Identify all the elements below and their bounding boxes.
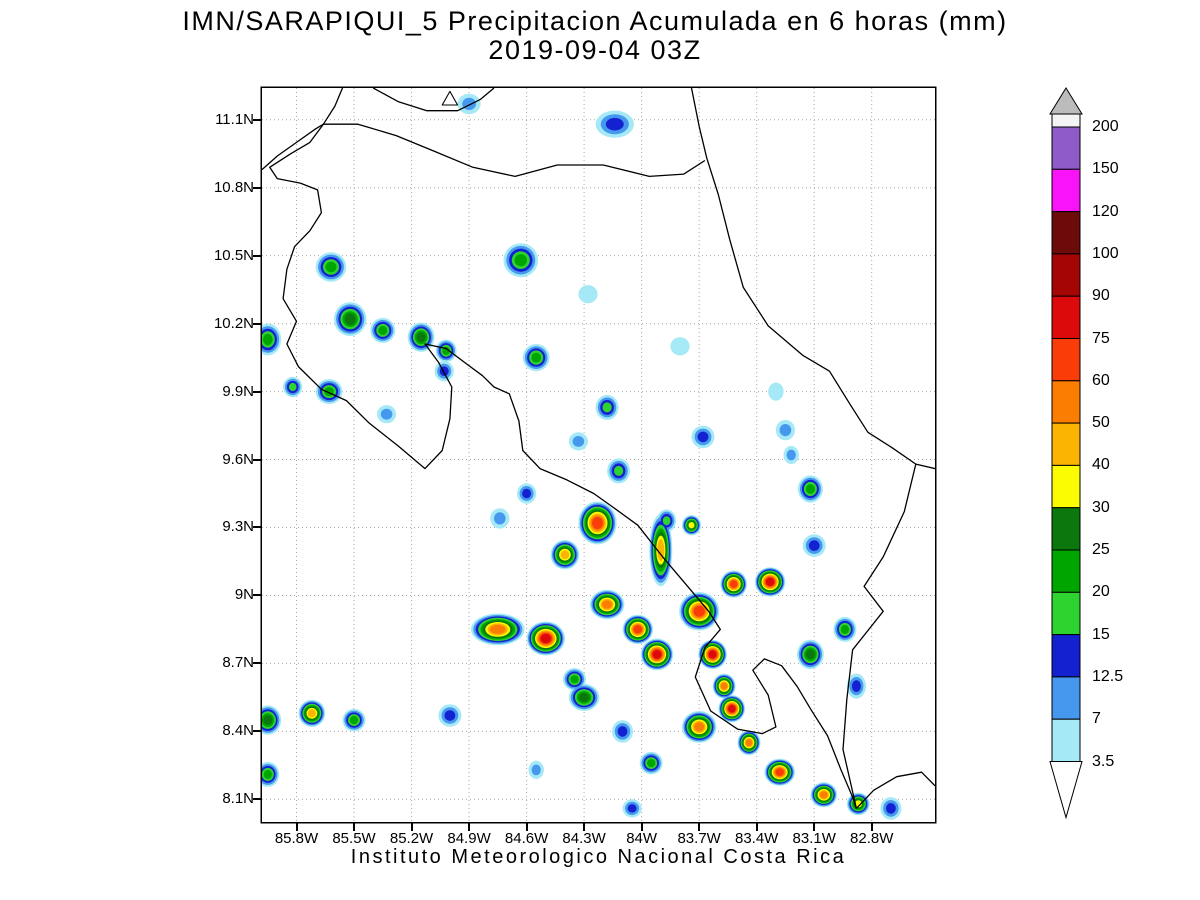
- x-tick-label: 83.7W: [677, 830, 721, 847]
- y-tick-mark: [253, 390, 261, 393]
- colorbar-tick-label: 150: [1092, 160, 1119, 178]
- y-tick-mark: [253, 254, 261, 257]
- x-tick-label: 85.5W: [332, 830, 376, 847]
- x-tick-label: 84.6W: [504, 830, 549, 847]
- y-tick-label: 8.1N: [222, 790, 254, 808]
- colorbar-tick-label: 60: [1092, 371, 1110, 389]
- y-tick-label: 10.8N: [213, 178, 254, 196]
- x-tick-mark: [640, 823, 643, 831]
- colorbar-tick-label: 90: [1092, 287, 1110, 305]
- x-tick-label: 83.1W: [792, 830, 836, 847]
- y-tick-label: 8.4N: [222, 722, 254, 740]
- chart-subtitle: 2019-09-04 03Z: [488, 35, 702, 65]
- y-tick-label: 10.2N: [213, 314, 254, 332]
- colorbar-tick-label: 30: [1092, 498, 1110, 516]
- x-tick-mark: [698, 823, 701, 831]
- y-tick-label: 9N: [234, 586, 254, 604]
- chart-title: IMN/SARAPIQUI_5 Precipitacion Acumulada …: [182, 6, 1008, 36]
- map-svg: [262, 88, 935, 822]
- x-tick-mark: [755, 823, 758, 831]
- y-tick-mark: [253, 526, 261, 529]
- colorbar-svg: [1049, 87, 1083, 820]
- colorbar-tick-label: 50: [1092, 414, 1110, 432]
- colorbar-tick-label: 75: [1092, 329, 1110, 347]
- colorbar-tick-label: 100: [1092, 244, 1119, 262]
- chart-footer: Instituto Meteorologico Nacional Costa R…: [350, 846, 847, 868]
- x-tick-label: 82.8W: [850, 830, 894, 847]
- y-tick-mark: [253, 662, 261, 665]
- y-tick-mark: [253, 730, 261, 733]
- colorbar-tick-label: 7: [1092, 710, 1101, 728]
- x-tick-mark: [468, 823, 471, 831]
- colorbar: [1040, 80, 1096, 830]
- x-tick-label: 84W: [626, 830, 658, 847]
- x-tick-mark: [353, 823, 356, 831]
- colorbar-tick-label: 15: [1092, 625, 1110, 643]
- y-tick-label: 10.5N: [213, 246, 254, 264]
- y-tick-mark: [253, 118, 261, 121]
- x-tick-mark: [583, 823, 586, 831]
- y-tick-mark: [253, 798, 261, 801]
- colorbar-tick-label: 40: [1092, 456, 1110, 474]
- y-tick-label: 11.1N: [215, 110, 254, 128]
- colorbar-tick-label: 20: [1092, 583, 1110, 601]
- y-tick-mark: [253, 594, 261, 597]
- x-tick-mark: [813, 823, 816, 831]
- y-tick-mark: [253, 186, 261, 189]
- colorbar-tick-label: 25: [1092, 541, 1110, 558]
- y-tick-label: 8.7N: [222, 654, 254, 672]
- x-tick-label: 85.2W: [389, 830, 434, 847]
- colorbar-tick-label: 3.5: [1092, 752, 1115, 770]
- y-tick-mark: [253, 458, 261, 461]
- x-tick-mark: [295, 823, 298, 831]
- x-tick-mark: [870, 823, 873, 831]
- map-plot: [262, 88, 935, 822]
- colorbar-tick-label: 12.5: [1092, 667, 1124, 685]
- x-tick-mark: [525, 823, 528, 831]
- x-tick-mark: [410, 823, 413, 831]
- y-tick-label: 9.6N: [222, 450, 254, 468]
- colorbar-tick-label: 200: [1092, 118, 1119, 135]
- y-tick-label: 9.3N: [222, 518, 254, 536]
- x-tick-label: 84.9W: [447, 830, 491, 847]
- y-tick-label: 9.9N: [222, 382, 254, 400]
- x-tick-label: 83.4W: [734, 830, 779, 847]
- y-tick-mark: [253, 322, 261, 325]
- x-tick-label: 84.3W: [562, 830, 606, 847]
- colorbar-tick-label: 120: [1092, 202, 1119, 220]
- x-tick-label: 85.8W: [274, 830, 319, 847]
